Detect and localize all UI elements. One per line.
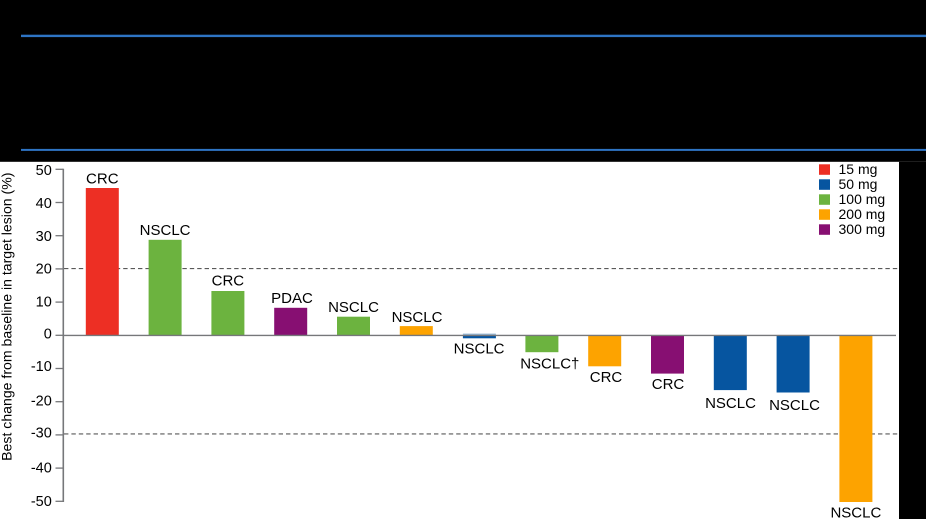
svg-text:200 mg: 200 mg bbox=[839, 206, 886, 222]
svg-text:CRC: CRC bbox=[212, 273, 245, 290]
svg-text:20: 20 bbox=[36, 261, 52, 277]
svg-text:CRC: CRC bbox=[652, 376, 685, 393]
svg-text:NSCLC: NSCLC bbox=[328, 299, 379, 316]
svg-text:30: 30 bbox=[36, 229, 52, 245]
svg-text:-20: -20 bbox=[31, 393, 52, 409]
svg-text:NSCLC: NSCLC bbox=[392, 309, 443, 326]
svg-text:NSCLC: NSCLC bbox=[705, 395, 756, 412]
svg-text:PDAC: PDAC bbox=[271, 290, 313, 307]
svg-text:NSCLC†: NSCLC† bbox=[520, 355, 579, 372]
svg-text:Best change from baseline in t: Best change from baseline in target lesi… bbox=[0, 173, 15, 461]
svg-text:0: 0 bbox=[44, 327, 52, 343]
svg-text:NSCLC: NSCLC bbox=[769, 397, 820, 414]
svg-text:300 mg: 300 mg bbox=[839, 221, 886, 237]
svg-text:CRC: CRC bbox=[86, 171, 119, 188]
svg-text:15 mg: 15 mg bbox=[839, 161, 878, 177]
svg-text:NSCLC: NSCLC bbox=[830, 504, 881, 519]
svg-text:-10: -10 bbox=[31, 359, 52, 375]
svg-text:NSCLC: NSCLC bbox=[454, 341, 505, 358]
svg-text:10: 10 bbox=[36, 294, 52, 310]
svg-text:40: 40 bbox=[36, 196, 52, 212]
svg-text:-40: -40 bbox=[31, 460, 52, 476]
svg-text:NSCLC: NSCLC bbox=[140, 222, 191, 239]
svg-text:50: 50 bbox=[36, 163, 52, 179]
svg-text:-30: -30 bbox=[31, 425, 52, 441]
svg-text:50 mg: 50 mg bbox=[839, 176, 878, 192]
svg-text:-50: -50 bbox=[31, 494, 52, 510]
svg-text:100 mg: 100 mg bbox=[839, 191, 886, 207]
svg-text:CRC: CRC bbox=[590, 369, 623, 386]
